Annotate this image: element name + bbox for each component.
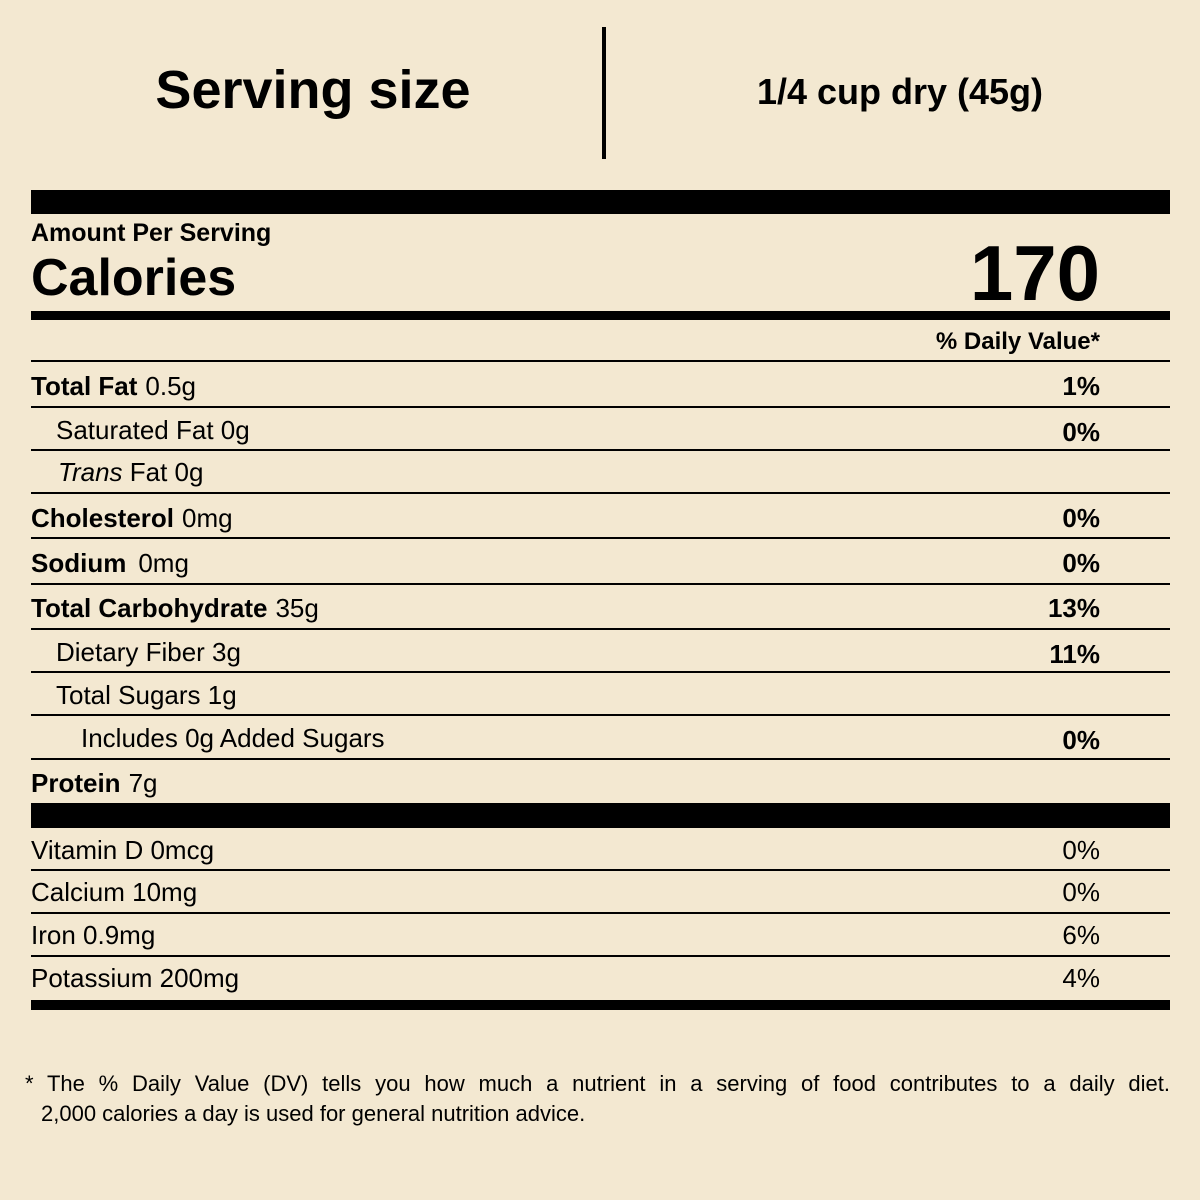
nutrient-name: Total Carbohydrate 35g (31, 592, 319, 624)
vitamin-dv: 6% (1062, 920, 1100, 950)
medium-rule (31, 1000, 1170, 1010)
serving-size-value: 1/4 cup dry (45g) (756, 71, 1044, 112)
nutrient-amount: 0.5g (145, 371, 197, 401)
nutrient-amount: Fat 0g (129, 457, 204, 487)
nutrient-dv: 0% (1062, 548, 1100, 578)
nutrient-dv: 0% (1062, 417, 1100, 447)
nutrient-name-italic: Trans (58, 457, 123, 487)
nutrient-name: Cholesterol 0mg (31, 502, 233, 534)
nutrient-dv: 11% (1049, 639, 1100, 669)
amount-heading: Amount Per Serving (31, 219, 272, 247)
nutrient-name: Sodium 0mg (31, 547, 189, 579)
thick-rule (31, 190, 1170, 214)
rule (31, 628, 1170, 630)
nutrient-dv: 13% (1047, 593, 1100, 623)
medium-rule (31, 311, 1170, 320)
vitamin-dv: 0% (1062, 835, 1100, 865)
nutrient-name: Saturated Fat 0g (56, 415, 250, 445)
calories-value: 170 (969, 229, 1100, 317)
nutrient-amount: 0mg (182, 503, 233, 533)
nutrient-name-text: Protein (31, 768, 121, 798)
rule (31, 714, 1170, 716)
rule (31, 492, 1170, 494)
nutrient-amount: 0mg (138, 548, 189, 578)
nutrient-amount: 7g (128, 768, 158, 798)
nutrient-name: Protein 7g (31, 767, 158, 799)
nutrient-dv: 1% (1062, 371, 1100, 401)
vitamin-name: Calcium 10mg (31, 877, 198, 907)
rule (31, 758, 1170, 760)
nutrient-amount: 35g (275, 593, 319, 623)
rule (31, 537, 1170, 539)
rule (31, 955, 1170, 957)
rule (31, 449, 1170, 451)
thick-rule (31, 803, 1170, 828)
daily-value-heading: % Daily Value* (935, 328, 1100, 355)
vitamin-name: Iron 0.9mg (31, 920, 156, 950)
rule (31, 912, 1170, 914)
rule (31, 583, 1170, 585)
vitamin-dv: 4% (1062, 963, 1100, 993)
rule (31, 406, 1170, 408)
nutrient-name: Total Fat 0.5g (31, 370, 196, 402)
nutrient-name-text: Total Fat (31, 371, 138, 401)
rule (31, 360, 1170, 362)
nutrient-name-text: Cholesterol (31, 503, 175, 533)
nutrient-name: Includes 0g Added Sugars (81, 723, 385, 753)
nutrient-dv: 0% (1062, 503, 1100, 533)
nutrient-name-text: Sodium (31, 548, 127, 578)
rule (31, 869, 1170, 871)
serving-size-label: Serving size (155, 60, 471, 120)
divider (602, 27, 606, 159)
nutrient-name-text: Total Carbohydrate (31, 593, 268, 623)
nutrient-name: Dietary Fiber 3g (56, 637, 241, 667)
vitamin-name: Vitamin D 0mcg (31, 835, 215, 865)
footnote-line: * The % Daily Value (DV) tells you how m… (25, 1071, 1170, 1096)
rule (31, 671, 1170, 673)
nutrient-dv: 0% (1062, 725, 1100, 755)
footnote-line: 2,000 calories a day is used for general… (41, 1101, 586, 1126)
vitamin-name: Potassium 200mg (31, 963, 240, 993)
nutrient-name: Trans Fat 0g (58, 456, 203, 488)
vitamin-dv: 0% (1062, 877, 1100, 907)
calories-label: Calories (31, 249, 237, 307)
nutrient-name: Total Sugars 1g (56, 680, 237, 710)
